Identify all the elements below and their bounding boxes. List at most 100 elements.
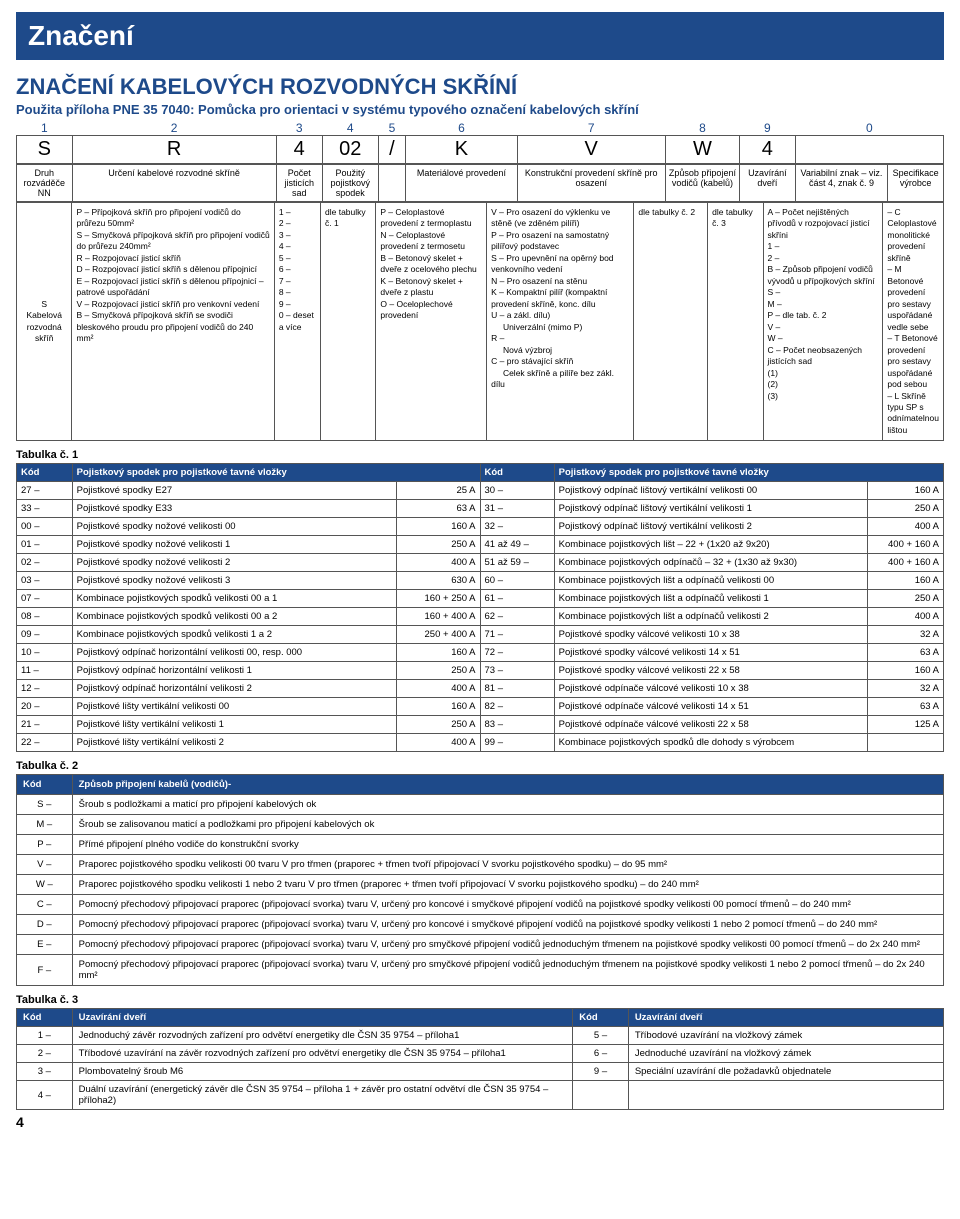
t2-cell: M –: [17, 815, 73, 835]
t1-cell: Pojistkové lišty vertikální velikosti 00: [72, 698, 397, 716]
t2-cell: Přímé připojení plného vodiče do konstru…: [72, 835, 943, 855]
t1-cell: Pojistkový odpínač lištový vertikální ve…: [554, 500, 867, 518]
t1-cell: Kombinace pojistkových spodků velikosti …: [72, 590, 397, 608]
t1-cell: Pojistkové odpínače válcové velikosti 10…: [554, 680, 867, 698]
t1-cell: 32 A: [868, 626, 944, 644]
t3-cell: 2 –: [17, 1045, 73, 1063]
t3-cell: Plombovatelný šroub M6: [72, 1063, 573, 1081]
t1-cell: 01 –: [17, 536, 73, 554]
pos-4: 4: [322, 121, 378, 136]
t1-cell: 160 A: [868, 662, 944, 680]
t3-cell: 4 –: [17, 1081, 73, 1110]
t1-cell: 160 A: [868, 482, 944, 500]
legend-c2: P – Přípojková skříň pro připojení vodič…: [72, 203, 274, 441]
t1-cell: Kombinace pojistkových lišt a odpínačů v…: [554, 572, 867, 590]
t1-cell: 11 –: [17, 662, 73, 680]
t1-cell: 21 –: [17, 716, 73, 734]
t2-cell: Šroub s podložkami a maticí pro připojen…: [72, 795, 943, 815]
title-bar: Značení: [16, 12, 944, 60]
t1-cell: Pojistkové lišty vertikální velikosti 2: [72, 734, 397, 752]
t1-cell: Kombinace pojistkových lišt a odpínačů v…: [554, 608, 867, 626]
example-7: V: [517, 136, 665, 164]
pos-5: 5: [378, 121, 406, 136]
example-2: R: [72, 136, 276, 164]
t1-cell: 63 A: [868, 644, 944, 662]
t1-cell: 71 –: [480, 626, 554, 644]
main-heading: ZNAČENÍ KABELOVÝCH ROZVODNÝCH SKŘÍNÍ: [16, 74, 944, 100]
t2-cell: D –: [17, 915, 73, 935]
t1-cell: 30 –: [480, 482, 554, 500]
t1-cell: 31 –: [480, 500, 554, 518]
t1-cell: 400 + 160 A: [868, 554, 944, 572]
t3-cell: Jednoduchý závěr rozvodných zařízení pro…: [72, 1027, 573, 1045]
t2-cell: S –: [17, 795, 73, 815]
legend-c9: A – Počet nejištěných přívodů v rozpojov…: [763, 203, 883, 441]
example-3: 4: [276, 136, 322, 164]
t1-cell: 250 A: [397, 662, 480, 680]
table2-label: Tabulka č. 2: [16, 760, 944, 772]
t1-cell: 73 –: [480, 662, 554, 680]
legend-c5: P – Celoplastové provedení z termoplastu…: [376, 203, 487, 441]
t1-cell: 250 A: [868, 590, 944, 608]
pos-1: 1: [17, 121, 73, 136]
example-1: S: [17, 136, 73, 164]
example-0: [795, 136, 943, 164]
t2-cell: E –: [17, 935, 73, 955]
t1-cell: Pojistkové spodky válcové velikosti 10 x…: [554, 626, 867, 644]
t2-cell: Šroub se zalisovanou maticí a podložkami…: [72, 815, 943, 835]
t1-cell: 160 A: [397, 644, 480, 662]
t1-cell: 400 A: [397, 734, 480, 752]
t1-cell: 250 A: [397, 536, 480, 554]
t1-cell: 160 A: [397, 698, 480, 716]
header-col-1: Určení kabelové rozvodné skříně: [72, 165, 276, 202]
header-col-10: Specifikace výrobce: [888, 165, 944, 202]
t1-cell: 22 –: [17, 734, 73, 752]
t2-cell: Pomocný přechodový připojovací praporec …: [72, 935, 943, 955]
t1-cell: 09 –: [17, 626, 73, 644]
t3-cell: Speciální uzavírání dle požadavků objedn…: [628, 1063, 943, 1081]
t3-cell: Duální uzavírání (energetický závěr dle …: [72, 1081, 573, 1110]
t3-cell: 3 –: [17, 1063, 73, 1081]
t1-cell: 32 A: [868, 680, 944, 698]
t1-cell: 00 –: [17, 518, 73, 536]
t1-cell: Kombinace pojistkových lišt a odpínačů v…: [554, 590, 867, 608]
legend-c3: 1 – 2 – 3 – 4 – 5 – 6 – 7 – 8 – 9 – 0 – …: [274, 203, 320, 441]
t1-cell: 160 + 400 A: [397, 608, 480, 626]
header-col-9: Variabilní znak – viz. část 4, znak č. 9: [795, 165, 888, 202]
t3-cell: Jednoduché uzavírání na vložkový zámek: [628, 1045, 943, 1063]
legend-c4: dle tabulky č. 1: [321, 203, 376, 441]
t1-cell: Kombinace pojistkových odpínačů – 32 + (…: [554, 554, 867, 572]
header-col-2: Počet jisticích sad: [276, 165, 322, 202]
t1-cell: 81 –: [480, 680, 554, 698]
t1-cell: 125 A: [868, 716, 944, 734]
t3-cell: [628, 1081, 943, 1110]
t1-cell: 400 A: [868, 518, 944, 536]
t1-cell: 51 až 59 –: [480, 554, 554, 572]
t1-cell: [868, 734, 944, 752]
t1-cell: 99 –: [480, 734, 554, 752]
header-col-8: Uzavírání dveří: [740, 165, 796, 202]
t1-cell: 03 –: [17, 572, 73, 590]
t1-cell: 63 A: [397, 500, 480, 518]
t2-cell: W –: [17, 875, 73, 895]
t1-cell: Pojistkové spodky válcové velikosti 14 x…: [554, 644, 867, 662]
t3-cell: Tříbodové uzavírání na závěr rozvodných …: [72, 1045, 573, 1063]
t2-cell: C –: [17, 895, 73, 915]
t1-cell: Pojistkové spodky nožové velikosti 1: [72, 536, 397, 554]
t1-cell: Pojistkový odpínač lištový vertikální ve…: [554, 482, 867, 500]
t2-cell: Praporec pojistkového spodku velikosti 1…: [72, 875, 943, 895]
t1-cell: 72 –: [480, 644, 554, 662]
header-col-6: Konstrukční provedení skříně pro osazení: [517, 165, 665, 202]
t2-cell: P –: [17, 835, 73, 855]
t1-cell: 630 A: [397, 572, 480, 590]
t1-cell: 250 A: [397, 716, 480, 734]
table3-label: Tabulka č. 3: [16, 994, 944, 1006]
t2-cell: Pomocný přechodový připojovací praporec …: [72, 915, 943, 935]
t1-cell: 400 + 160 A: [868, 536, 944, 554]
t1-cell: 160 A: [397, 518, 480, 536]
t1-cell: Pojistkový odpínač lištový vertikální ve…: [554, 518, 867, 536]
t1-cell: 63 A: [868, 698, 944, 716]
example-4: 02: [322, 136, 378, 164]
header-col-3: Použitý pojistkový spodek: [322, 165, 378, 202]
pos-3: 3: [276, 121, 322, 136]
